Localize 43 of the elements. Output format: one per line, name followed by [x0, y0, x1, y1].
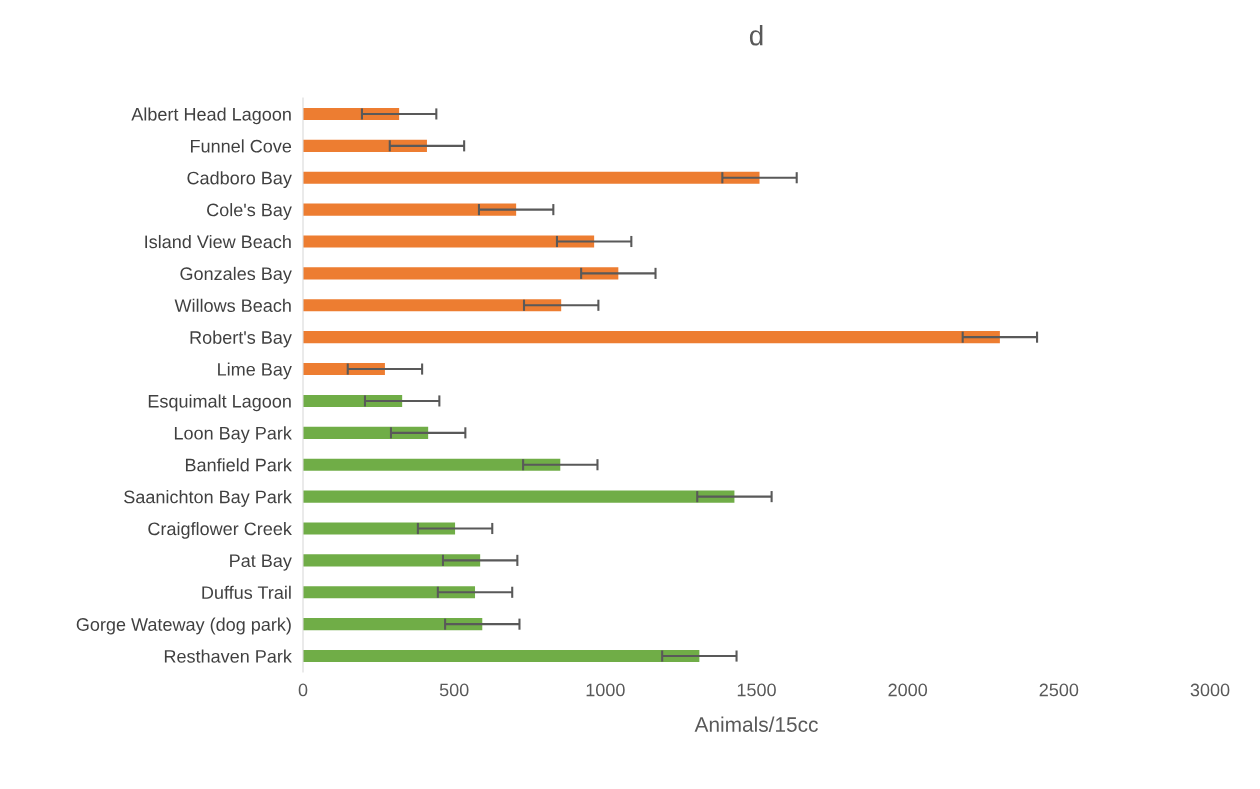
y-tick-label: Craigflower Creek: [148, 521, 292, 539]
y-tick-label: Banfield Park: [185, 458, 292, 472]
y-tick-label: Esquimalt Lagoon: [148, 394, 291, 412]
bar: [303, 203, 517, 216]
x-tick-label: 2500: [1039, 683, 1079, 697]
bar: [303, 426, 429, 439]
x-tick-label: 1500: [737, 683, 776, 697]
bar: [303, 490, 735, 503]
y-tick-label: Gorge Wateway (dog park): [76, 617, 291, 635]
y-tick-label: Pat Bay: [230, 554, 292, 571]
x-tick-label: 0: [298, 683, 308, 697]
bar: [303, 235, 595, 248]
y-tick-label: Albert Head Lagoon: [131, 107, 291, 125]
x-tick-label: 2000: [888, 683, 928, 697]
y-tick-label: Gonzales Bay: [180, 266, 292, 284]
y-tick-label: Island View Beach: [145, 234, 291, 249]
y-tick-label: Loon Bay Park: [174, 426, 292, 444]
bar: [303, 586, 476, 599]
y-tick-label: Resthaven Park: [164, 649, 292, 663]
x-tick-label: 3000: [1190, 683, 1230, 697]
y-tick-label: Duffus Trail: [202, 585, 291, 599]
bar: [303, 650, 700, 663]
x-tick-label: 1000: [586, 683, 625, 697]
bar: [303, 554, 481, 567]
chart-title: d: [749, 25, 763, 46]
y-tick-label: Robert's Bay: [190, 330, 292, 348]
y-tick-label: Funnel Cove: [191, 139, 292, 153]
y-tick-label: Willows Beach: [174, 298, 291, 312]
x-axis-title: Animals/15cc: [694, 716, 818, 732]
bar: [303, 618, 483, 631]
bar: [303, 139, 427, 152]
bar: [303, 394, 403, 407]
bar: [303, 522, 456, 535]
bar: [303, 267, 619, 280]
y-tick-label: Lime Bay: [218, 362, 292, 380]
y-tick-label: Cadboro Bay: [187, 171, 292, 189]
bar: [303, 299, 562, 312]
y-tick-label: Saanichton Bay Park: [124, 490, 292, 507]
bar: [303, 171, 760, 184]
x-tick-label: 500: [439, 683, 469, 697]
bar: [303, 331, 1000, 344]
bar: [303, 458, 561, 471]
y-tick-label: Cole's Bay: [207, 203, 292, 220]
